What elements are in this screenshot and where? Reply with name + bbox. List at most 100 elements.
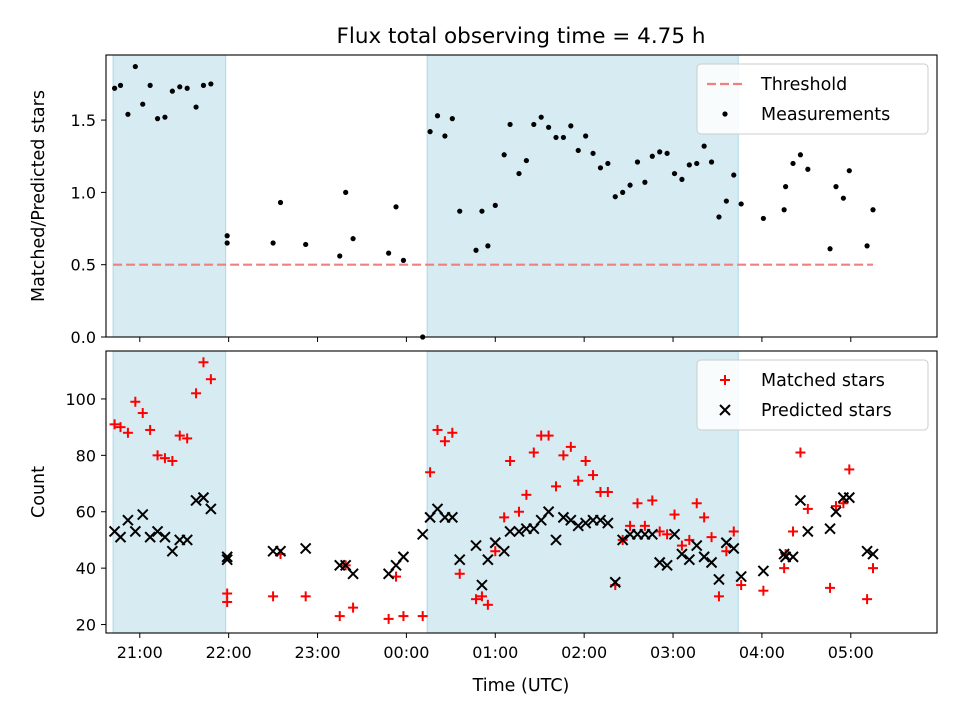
matched-star-point — [573, 475, 584, 486]
measurement-point — [434, 113, 441, 119]
predicted-star-point — [735, 570, 747, 583]
predicted-star-point — [550, 534, 562, 546]
measurement-point — [386, 250, 392, 256]
predicted-star-point — [565, 514, 577, 526]
predicted-star-stroke — [151, 525, 164, 538]
predicted-star-point — [114, 531, 127, 543]
matched-star-point — [565, 441, 576, 452]
matched-star-point — [551, 481, 562, 492]
measurement-point — [708, 159, 715, 165]
measurement-point — [605, 160, 611, 167]
predicted-star-point — [668, 528, 681, 541]
matched-star-point — [222, 596, 233, 607]
predicted-star-stroke — [122, 514, 134, 526]
predicted-star-stroke — [221, 553, 233, 566]
matched-star-point — [825, 582, 836, 593]
x-tick-label: 22:00 — [206, 643, 252, 662]
legend-label: Matched stars — [761, 371, 885, 391]
matched-star-point — [602, 487, 613, 497]
matched-star-point — [476, 591, 487, 602]
matched-star-point — [691, 498, 702, 509]
predicted-star-stroke — [274, 545, 287, 557]
legend-box — [696, 359, 929, 431]
predicted-star-stroke — [108, 525, 121, 538]
predicted-star-point — [830, 506, 842, 518]
matched-star-point — [425, 467, 436, 478]
matched-star-point — [182, 433, 193, 444]
measurement-point — [147, 82, 153, 88]
predicted-star-point — [181, 534, 193, 546]
measurement-point — [523, 157, 529, 164]
matched-star-point — [471, 594, 482, 605]
predicted-star-point — [221, 553, 233, 566]
axes-frame — [105, 350, 938, 634]
measurement-point — [350, 236, 356, 242]
predicted-star-point — [661, 559, 673, 572]
predicted-star-stroke — [757, 565, 770, 577]
matched-star-point — [838, 498, 849, 509]
matched-star-point — [268, 591, 279, 602]
matched-star-point — [632, 498, 643, 509]
predicted-star-stroke — [299, 542, 312, 555]
predicted-star-stroke — [339, 559, 352, 572]
predicted-star-point — [190, 494, 202, 507]
measurement-point — [760, 215, 766, 222]
predicted-star-stroke — [565, 514, 577, 526]
y-axis-label: Count — [29, 466, 49, 518]
bottom-panel: 20 40 60 80 100 21:00 22:00 23:00 00:00 01:00 02:0… — [29, 350, 938, 662]
measurement-point — [590, 150, 596, 156]
matched-star-point — [647, 495, 658, 506]
predicted-star-stroke — [446, 511, 459, 524]
measurement-point — [132, 63, 138, 70]
legend-label: Measurements — [761, 105, 890, 125]
predicted-star-stroke — [802, 525, 814, 538]
predicted-star-stroke — [114, 531, 127, 543]
predicted-star-stroke — [197, 491, 210, 504]
matched-star-point — [684, 534, 695, 545]
predicted-star-point — [137, 508, 149, 521]
measurement-point — [337, 253, 343, 259]
measurement-point — [492, 202, 498, 208]
measurement-point — [303, 241, 309, 248]
predicted-star-stroke — [676, 548, 688, 560]
observing-window — [426, 350, 739, 634]
matched-star-point — [109, 419, 120, 430]
predicted-star-point — [602, 517, 614, 529]
measurement-point — [649, 153, 655, 159]
predicted-star-stroke — [166, 545, 179, 557]
predicted-star-point — [498, 545, 510, 557]
matched-star-point — [122, 427, 133, 438]
legend-box — [696, 63, 929, 135]
matched-star-point — [174, 430, 185, 441]
matched-star-point — [398, 611, 409, 622]
matched-star-point — [499, 512, 510, 523]
predicted-star-stroke — [579, 517, 592, 529]
measurement-point — [805, 166, 811, 172]
top-panel: 0.0 0.5 1.0 1.5 Matched/Predicted stars Thres… — [29, 54, 938, 347]
measurement-point — [864, 243, 870, 249]
predicted-star-point — [166, 545, 179, 557]
measurement-point — [516, 170, 522, 177]
observing-window — [112, 350, 227, 634]
predicted-star-stroke — [190, 494, 202, 507]
legend-predicted-swatch — [719, 404, 731, 416]
measurement-point — [568, 123, 574, 129]
measurement-point — [546, 124, 552, 130]
matched-star-point — [868, 563, 879, 574]
observing-window — [426, 54, 739, 338]
predicted-star-point — [489, 537, 501, 549]
measurement-point — [154, 116, 161, 122]
x-tick-label: 05:00 — [828, 643, 874, 662]
measurement-point — [270, 240, 276, 246]
measurement-point — [827, 246, 833, 252]
matched-star-point — [198, 357, 209, 368]
matched-star-point — [862, 594, 873, 605]
measurement-point — [208, 81, 214, 87]
predicted-star-point — [720, 537, 733, 549]
measurement-point — [162, 114, 168, 120]
y-tick-label: 1.0 — [71, 183, 96, 202]
predicted-star-stroke — [137, 508, 149, 521]
predicted-star-stroke — [653, 556, 666, 569]
predicted-star-point — [542, 506, 555, 518]
observing-window — [112, 54, 227, 338]
